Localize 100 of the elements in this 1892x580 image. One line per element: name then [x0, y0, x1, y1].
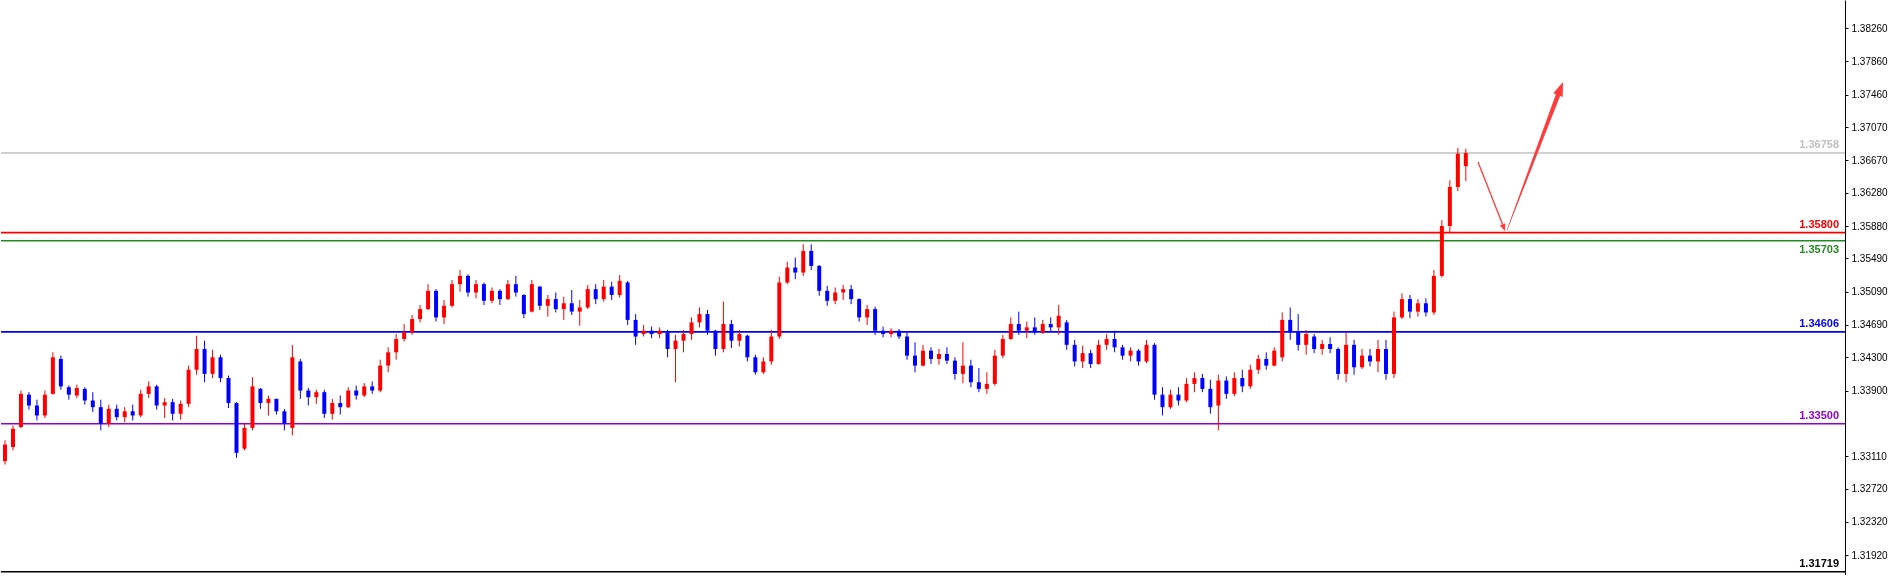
candlestick [569, 289, 574, 316]
candlestick [809, 243, 814, 271]
candlestick [1415, 298, 1420, 318]
candlestick [889, 327, 894, 338]
y-tick-label: 1.38260 [1851, 22, 1889, 34]
y-tick-label: 1.34300 [1851, 351, 1889, 363]
candlestick [138, 389, 143, 418]
y-tick-label: 1.36280 [1851, 187, 1889, 199]
candlestick [1008, 316, 1013, 341]
candlestick [458, 269, 462, 293]
candlestick [1224, 375, 1229, 400]
candlestick [1072, 339, 1077, 367]
y-tick-label: 1.33900 [1851, 385, 1889, 397]
candlestick [960, 341, 965, 384]
candlestick [865, 304, 870, 326]
ref-line-label: 1.34606 [1799, 316, 1839, 329]
candlestick [976, 367, 981, 393]
candlestick [585, 284, 590, 310]
candlestick [689, 316, 694, 341]
candlestick [178, 400, 183, 421]
candlestick [338, 395, 343, 416]
candlestick [1304, 329, 1309, 356]
candlestick [1088, 349, 1093, 369]
candlestick [1352, 339, 1357, 376]
candlestick [521, 293, 526, 319]
candlestick [154, 384, 159, 411]
candlestick [162, 397, 167, 419]
candlestick [386, 346, 391, 373]
candlestick [1320, 339, 1325, 356]
candlestick [402, 323, 407, 343]
candlestick [1328, 336, 1333, 354]
candlestick [1056, 304, 1061, 336]
candlestick [609, 281, 614, 301]
candlestick [266, 395, 271, 416]
y-tick-label: 1.37460 [1851, 89, 1889, 101]
candlestick [793, 257, 798, 280]
candlestick [1080, 345, 1085, 369]
candlestick [26, 391, 31, 411]
candlestick [10, 424, 15, 451]
candlestick [34, 399, 39, 421]
candlestick [210, 349, 215, 379]
candlestick [1168, 389, 1173, 410]
candlestick [1256, 354, 1261, 375]
candlestick [697, 306, 702, 328]
candlestick [505, 279, 510, 301]
candlestick [944, 346, 949, 365]
candlestick [537, 285, 542, 311]
candlestick [106, 404, 111, 428]
candlestick [1407, 294, 1412, 319]
candlestick [968, 359, 973, 388]
candlestick [1360, 348, 1365, 370]
candlestick [497, 288, 502, 306]
candlestick [1248, 364, 1253, 390]
candlestick [1200, 373, 1205, 393]
candlestick [857, 297, 862, 323]
ref-line-label: 1.31719 [1799, 556, 1839, 569]
y-tick-label: 1.37070 [1851, 121, 1889, 133]
candlestick [481, 282, 486, 306]
y-tick-label: 1.33110 [1851, 450, 1888, 462]
candlestick [984, 371, 989, 395]
candlestick [553, 291, 558, 313]
candlestick [394, 333, 399, 361]
candlestick [1184, 377, 1189, 403]
candlestick [194, 335, 199, 376]
candlestick [753, 354, 758, 376]
candlestick [473, 279, 478, 299]
y-tick-label: 1.37860 [1851, 55, 1889, 67]
candlestick [801, 243, 806, 277]
candlestick [849, 284, 854, 305]
candlestick [1232, 371, 1237, 397]
candlestick [617, 274, 622, 298]
candlestick [561, 296, 566, 321]
candlestick [346, 386, 351, 409]
candlestick [785, 261, 790, 285]
candlestick [673, 334, 678, 383]
ref-line-label: 1.36758 [1799, 138, 1839, 151]
candlestick [513, 275, 518, 298]
candlestick [1096, 339, 1101, 366]
y-tick-label: 1.32320 [1851, 516, 1889, 528]
candlestick [1160, 386, 1165, 416]
y-tick-label: 1.35880 [1851, 220, 1889, 232]
candlestick [282, 408, 287, 431]
candlestick [98, 399, 103, 431]
candlestick [913, 341, 918, 373]
candlestick [545, 294, 550, 318]
candlestick [242, 423, 247, 451]
candlestick [1000, 334, 1005, 359]
candlestick [1423, 297, 1428, 318]
candlestick [2, 439, 7, 465]
candlestick [450, 279, 455, 308]
ref-line-label: 1.35703 [1799, 242, 1839, 255]
candlestick [465, 273, 470, 298]
candlestick [1208, 379, 1213, 415]
candlestick [426, 283, 431, 311]
candlestick [322, 389, 327, 419]
candlestick [936, 348, 941, 366]
candlestick [1144, 339, 1149, 364]
ref-line-label: 1.33500 [1799, 408, 1839, 421]
candlestick [601, 279, 606, 303]
y-tick-label: 1.34690 [1851, 319, 1889, 331]
